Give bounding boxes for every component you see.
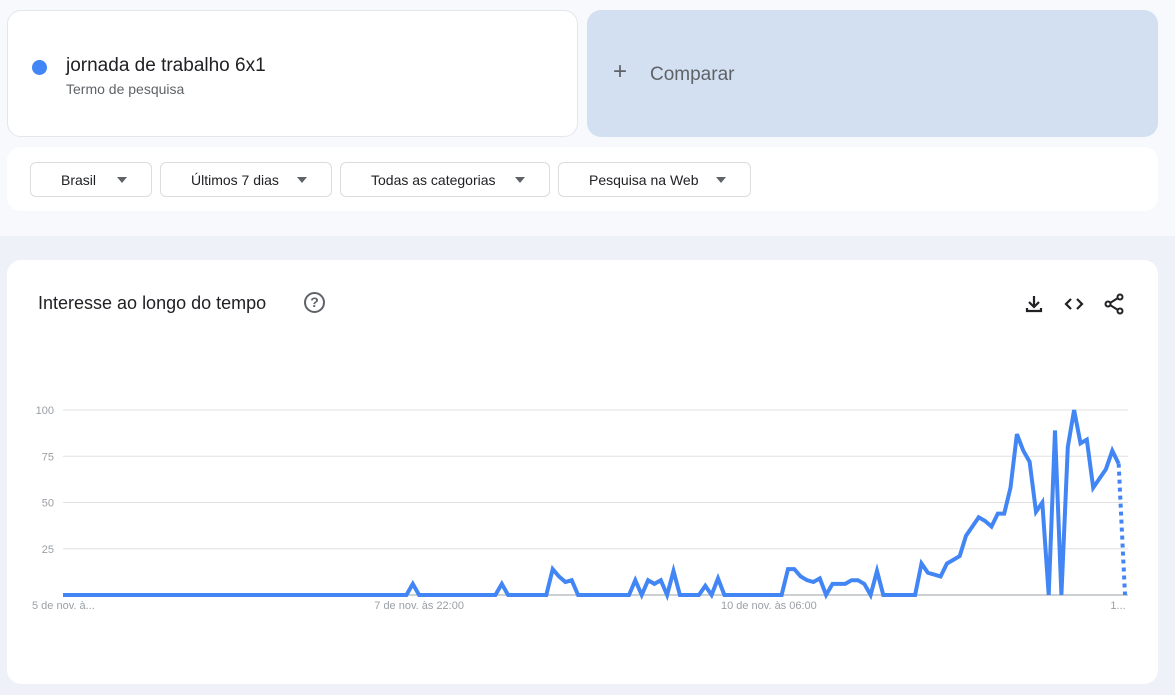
x-tick-label: 5 de nov. à... <box>32 600 95 612</box>
caret-down-icon <box>515 177 525 183</box>
compare-button[interactable]: + Comparar <box>587 10 1158 137</box>
x-tick-label: 1... <box>1110 600 1125 612</box>
filter-search-type[interactable]: Pesquisa na Web <box>558 162 751 197</box>
y-tick-label: 100 <box>36 405 54 417</box>
compare-label: Comparar <box>650 64 735 85</box>
filter-region-label: Brasil <box>61 171 97 188</box>
caret-down-icon <box>716 177 726 183</box>
y-tick-label: 25 <box>42 544 54 556</box>
search-term-card[interactable]: jornada de trabalho 6x1 Termo de pesquis… <box>7 10 578 137</box>
y-tick-label: 75 <box>42 451 54 463</box>
caret-down-icon <box>117 177 127 183</box>
filter-search-type-label: Pesquisa na Web <box>589 171 699 188</box>
search-term-label[interactable]: jornada de trabalho 6x1 <box>66 55 266 76</box>
embed-code-icon[interactable] <box>1062 292 1086 316</box>
plus-icon: + <box>613 58 628 85</box>
y-tick-label: 50 <box>42 498 54 510</box>
x-tick-label: 10 de nov. às 06:00 <box>721 600 817 612</box>
filter-category-label: Todas as categorias <box>371 171 496 188</box>
filter-bar: Brasil Últimos 7 dias Todas as categoria… <box>7 147 1158 211</box>
filter-time-range-label: Últimos 7 dias <box>191 171 279 188</box>
filter-category[interactable]: Todas as categorias <box>340 162 550 197</box>
series-color-dot <box>32 60 47 75</box>
interest-over-time-card: Interesse ao longo do tempo ? <box>7 260 1158 684</box>
filter-time-range[interactable]: Últimos 7 dias <box>160 162 332 197</box>
share-icon[interactable] <box>1102 292 1126 316</box>
filter-region[interactable]: Brasil <box>30 162 152 197</box>
chart-title: Interesse ao longo do tempo <box>38 293 267 313</box>
x-tick-label: 7 de nov. às 22:00 <box>374 600 464 612</box>
series-line <box>63 409 1121 602</box>
help-icon[interactable]: ? <box>304 292 325 313</box>
caret-down-icon <box>297 177 307 183</box>
search-term-sublabel: Termo de pesquisa <box>66 81 185 97</box>
series-partial-segment <box>1116 463 1127 596</box>
download-icon[interactable] <box>1022 292 1046 316</box>
